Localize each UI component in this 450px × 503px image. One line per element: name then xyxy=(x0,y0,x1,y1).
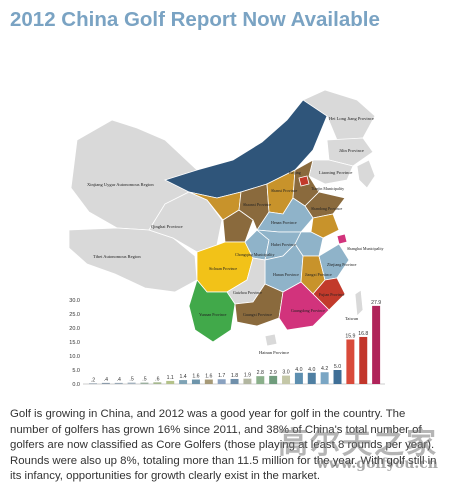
y-tick-label: 20.0 xyxy=(69,326,80,332)
bar-value-label: 1.1 xyxy=(167,375,174,381)
map-region-zhejiang xyxy=(318,243,350,281)
label-guangxi: Guangxi Province xyxy=(243,312,272,317)
bar-22 xyxy=(359,336,368,384)
bar-1 xyxy=(89,383,97,385)
china-golf-figure: Hei Long Jiang Province Jilin Province L… xyxy=(57,80,402,400)
bar-value-label: 1.6 xyxy=(205,374,212,380)
bar-19 xyxy=(320,372,329,384)
y-tick-label: 15.0 xyxy=(69,340,80,346)
bar-13 xyxy=(243,378,252,384)
label-hunan: Hunan Province xyxy=(273,272,299,277)
label-jiangxi: Jiangxi Province xyxy=(305,272,332,277)
label-taiwan: Taiwan xyxy=(345,316,359,321)
bar-15 xyxy=(269,375,278,384)
bar-11 xyxy=(217,379,226,384)
bar-value-label: 2.8 xyxy=(257,370,264,376)
bar-value-label: 1.8 xyxy=(231,373,238,379)
map-region-qinghai xyxy=(148,191,223,253)
label-beijing: Beijing xyxy=(289,170,301,175)
map-region-taiwan xyxy=(354,289,364,317)
label-shanxi: Shanxi Province xyxy=(271,188,298,193)
bar-value-label: 16.8 xyxy=(358,331,368,337)
map-region-jiangsu xyxy=(310,213,340,239)
label-shandong: Shandong Province xyxy=(311,206,342,211)
bar-value-label: 1.7 xyxy=(218,373,225,379)
map-region-korea-outline xyxy=(356,159,376,189)
bar-10 xyxy=(204,379,213,384)
label-xinjiang: Xinjiang Uygur Autonomous Region xyxy=(87,182,154,187)
bar-6 xyxy=(153,382,162,384)
bar-value-label: 2.9 xyxy=(270,370,277,376)
map-region-guangdong xyxy=(278,281,330,331)
article-body: Golf is growing in China, and 2012 was a… xyxy=(10,408,437,482)
bar-value-label: .6 xyxy=(155,376,159,382)
bar-value-label: 15.9 xyxy=(345,333,355,339)
label-tianjin: Tianjin Municipality xyxy=(311,186,344,191)
bar-3 xyxy=(114,382,123,384)
label-guangdong: Guangdong Province xyxy=(291,308,325,313)
bar-value-label: .4 xyxy=(117,377,121,383)
y-tick-label: 25.0 xyxy=(69,312,80,318)
bar-20 xyxy=(333,370,342,384)
bar-value-label: 1.9 xyxy=(244,373,251,379)
bar-21 xyxy=(346,339,355,384)
label-jilin: Jilin Province xyxy=(339,148,364,153)
label-shanghai: Shanghai Municipality xyxy=(347,246,384,251)
bar-value-label: .5 xyxy=(129,377,133,383)
bar-value-label: 4.0 xyxy=(295,367,302,373)
label-fujian: Fujian Province xyxy=(319,292,345,297)
china-province-map: Hei Long Jiang Province Jilin Province L… xyxy=(68,89,384,355)
label-tibet: Tibet Autonomous Region xyxy=(93,254,141,259)
bar-12 xyxy=(230,378,239,384)
y-tick-label: 10.0 xyxy=(69,354,80,360)
label-hubei: Hubei Province xyxy=(271,242,296,247)
bar-8 xyxy=(179,380,188,384)
bar-4 xyxy=(127,382,136,384)
map-region-yunnan xyxy=(188,279,236,343)
label-henan: Henan Province xyxy=(271,220,297,225)
bar-value-label: 5.0 xyxy=(334,364,341,370)
bar-14 xyxy=(256,376,265,384)
golf-bar-chart: 0.0 5.0 10.0 15.0 20.0 25.0 30.0 .2 .4 .4 .5 .5 .6 1.… xyxy=(69,298,385,388)
bar-2 xyxy=(101,382,110,384)
page-title: 2012 China Golf Report Now Available xyxy=(10,8,380,31)
label-yunnan: Yunnan Province xyxy=(199,312,227,317)
label-guizhou: Guizhou Province xyxy=(233,290,262,295)
bar-value-label: .5 xyxy=(142,377,146,383)
bar-value-label: 4.0 xyxy=(308,367,315,373)
label-heilongjiang: Hei Long Jiang Province xyxy=(329,116,374,121)
map-region-heilongjiang xyxy=(302,89,376,141)
y-tick-label: 0.0 xyxy=(72,382,80,388)
bar-17 xyxy=(294,372,303,384)
y-tick-label: 30.0 xyxy=(69,298,80,304)
label-liaoning: Liaoning Province xyxy=(319,170,352,175)
map-region-ningxia xyxy=(222,209,254,243)
y-tick-label: 5.0 xyxy=(72,368,80,374)
label-sichuan: Sichuan Province xyxy=(209,266,237,271)
bar-16 xyxy=(282,375,291,384)
map-region-tibet xyxy=(68,227,198,293)
bar-18 xyxy=(307,372,316,384)
bar-23 xyxy=(372,305,381,384)
map-region-jilin xyxy=(326,137,374,167)
label-shaanxi: Shaanxi Province xyxy=(243,202,271,207)
bar-value-label: .4 xyxy=(104,377,108,383)
map-region-hainan xyxy=(264,333,278,347)
label-chongqing: Chongqing Municipality xyxy=(235,252,274,257)
bar-value-label: 4.2 xyxy=(321,366,328,372)
label-zhejiang: Zhejiang Province xyxy=(327,262,357,267)
bar-value-label: .2 xyxy=(91,377,95,383)
bar-value-label: 1.4 xyxy=(179,374,186,380)
map-region-shanghai xyxy=(336,233,348,245)
label-qinghai: Qinghai Province xyxy=(151,224,183,229)
bar-9 xyxy=(191,379,200,384)
bar-value-label: 3.0 xyxy=(282,370,289,376)
bar-5 xyxy=(140,382,149,384)
map-region-beijing xyxy=(298,175,310,187)
bar-value-label: 27.9 xyxy=(371,300,381,306)
bar-7 xyxy=(166,380,175,384)
label-hainan: Hainan Province xyxy=(259,350,289,355)
bar-value-label: 1.6 xyxy=(192,374,199,380)
